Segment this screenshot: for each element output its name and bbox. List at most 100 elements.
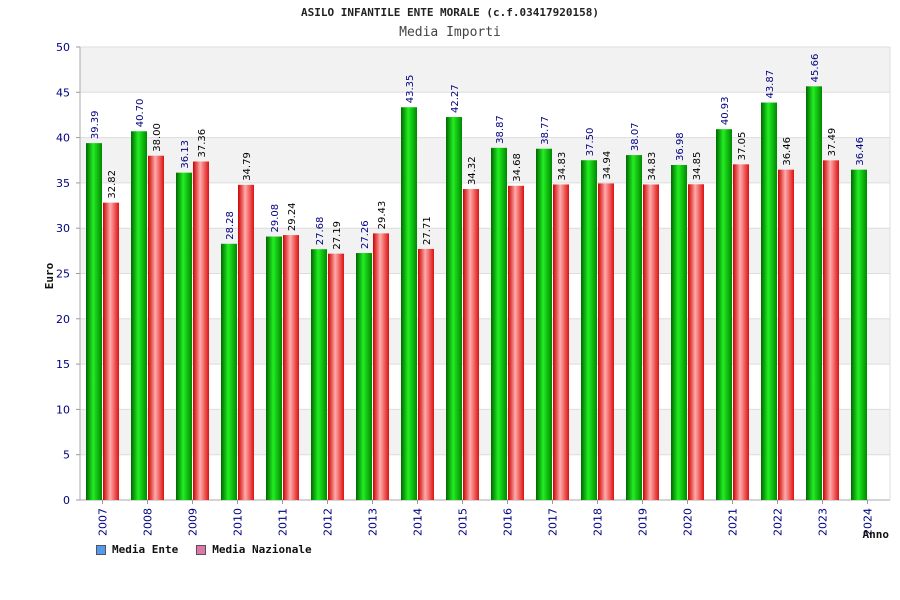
data-label-ente: 29.08 bbox=[270, 204, 281, 233]
bar-media-nazionale bbox=[643, 184, 659, 501]
bar-media-ente bbox=[311, 249, 327, 500]
bar-media-nazionale bbox=[508, 185, 524, 500]
bar-media-nazionale bbox=[373, 233, 389, 500]
plot-band bbox=[80, 454, 890, 500]
data-label-ente: 39.39 bbox=[90, 110, 101, 139]
data-label-nazionale: 29.24 bbox=[287, 202, 298, 231]
x-tick-label: 2015 bbox=[457, 508, 470, 536]
data-label-ente: 40.70 bbox=[135, 99, 146, 128]
y-tick-label: 35 bbox=[56, 177, 70, 190]
legend-item-ente: Media Ente bbox=[96, 543, 178, 556]
data-label-ente: 38.87 bbox=[495, 115, 506, 144]
data-label-ente: 40.93 bbox=[720, 97, 731, 126]
bar-media-ente bbox=[491, 147, 507, 500]
data-label-nazionale: 34.83 bbox=[647, 152, 658, 181]
data-label-nazionale: 34.85 bbox=[692, 152, 703, 181]
bar-media-ente bbox=[446, 117, 462, 500]
data-label-ente: 27.26 bbox=[360, 220, 371, 249]
data-label-nazionale: 38.00 bbox=[152, 123, 163, 152]
data-label-ente: 38.07 bbox=[630, 122, 641, 151]
x-tick-label: 2010 bbox=[232, 508, 245, 536]
data-label-ente: 38.77 bbox=[540, 116, 551, 145]
legend-swatch-nazionale bbox=[196, 544, 207, 555]
bar-media-nazionale bbox=[238, 184, 254, 500]
bar-media-ente bbox=[671, 164, 687, 501]
legend: Media Ente Media Nazionale bbox=[96, 543, 312, 556]
plot-band bbox=[80, 228, 890, 274]
bar-media-ente bbox=[716, 129, 732, 500]
x-tick-label: 2023 bbox=[817, 508, 830, 536]
bar-media-nazionale bbox=[283, 235, 299, 500]
plot-band bbox=[80, 318, 890, 365]
data-label-ente: 28.28 bbox=[225, 211, 236, 240]
bar-media-nazionale bbox=[328, 253, 344, 500]
bar-media-ente bbox=[761, 102, 777, 500]
y-axis-label: Euro bbox=[43, 262, 56, 289]
legend-item-nazionale: Media Nazionale bbox=[196, 543, 312, 556]
data-label-ente: 42.27 bbox=[450, 84, 461, 113]
data-label-ente: 43.35 bbox=[405, 75, 416, 104]
bar-media-ente bbox=[356, 253, 372, 500]
data-label-ente: 43.87 bbox=[765, 70, 776, 99]
y-tick-label: 30 bbox=[56, 222, 70, 235]
bar-media-ente bbox=[851, 169, 867, 500]
data-label-nazionale: 29.43 bbox=[377, 201, 388, 230]
bar-media-nazionale bbox=[778, 169, 794, 500]
data-label-nazionale: 34.32 bbox=[467, 156, 478, 185]
plot-band bbox=[80, 92, 890, 138]
bar-media-ente bbox=[536, 148, 552, 500]
y-tick-label: 0 bbox=[63, 494, 70, 507]
y-tick-label: 40 bbox=[56, 132, 70, 145]
bar-media-ente bbox=[266, 236, 282, 500]
y-tick-label: 25 bbox=[56, 268, 70, 281]
data-label-nazionale: 34.79 bbox=[242, 152, 253, 181]
bar-media-nazionale bbox=[823, 160, 839, 500]
y-tick-label: 45 bbox=[56, 86, 70, 99]
data-label-ente: 36.46 bbox=[855, 137, 866, 166]
plot-band bbox=[80, 182, 890, 229]
data-label-ente: 27.68 bbox=[315, 217, 326, 246]
x-tick-label: 2018 bbox=[592, 508, 605, 536]
bar-media-nazionale bbox=[688, 184, 704, 500]
legend-swatch-ente bbox=[96, 544, 106, 555]
plot-band bbox=[80, 137, 890, 183]
data-label-nazionale: 34.94 bbox=[602, 151, 613, 180]
bar-media-ente bbox=[176, 172, 192, 500]
bar-media-ente bbox=[626, 155, 642, 500]
x-tick-label: 2024 bbox=[862, 508, 875, 536]
x-tick-label: 2022 bbox=[772, 508, 785, 536]
data-label-nazionale: 37.49 bbox=[827, 128, 838, 157]
x-tick-label: 2007 bbox=[97, 508, 110, 536]
x-tick-label: 2019 bbox=[637, 508, 650, 536]
x-tick-label: 2014 bbox=[412, 508, 425, 536]
x-tick-label: 2012 bbox=[322, 508, 335, 536]
data-label-nazionale: 32.82 bbox=[107, 170, 118, 199]
data-label-ente: 36.13 bbox=[180, 140, 191, 169]
legend-label-nazionale: Media Nazionale bbox=[212, 543, 312, 556]
bar-media-nazionale bbox=[418, 248, 434, 500]
data-label-nazionale: 27.71 bbox=[422, 216, 433, 245]
bar-media-nazionale bbox=[733, 164, 749, 500]
data-label-nazionale: 27.19 bbox=[332, 221, 343, 250]
legend-label-ente: Media Ente bbox=[112, 543, 179, 556]
plot-band bbox=[80, 47, 890, 93]
x-tick-label: 2017 bbox=[547, 508, 560, 536]
data-label-nazionale: 36.46 bbox=[782, 137, 793, 166]
plot-band bbox=[80, 273, 890, 319]
y-tick-label: 20 bbox=[56, 313, 70, 326]
data-label-ente: 37.50 bbox=[585, 128, 596, 157]
x-tick-label: 2016 bbox=[502, 508, 515, 536]
bar-media-ente bbox=[131, 131, 147, 500]
bar-media-nazionale bbox=[193, 161, 209, 500]
bar-media-nazionale bbox=[103, 202, 119, 500]
x-tick-label: 2009 bbox=[187, 508, 200, 536]
plot-band bbox=[80, 364, 890, 410]
data-label-nazionale: 34.83 bbox=[557, 152, 568, 181]
plot-band bbox=[80, 409, 890, 455]
x-tick-label: 2008 bbox=[142, 508, 155, 536]
x-axis-label: Anno bbox=[863, 528, 890, 541]
data-label-nazionale: 37.36 bbox=[197, 129, 208, 158]
y-tick-label: 5 bbox=[63, 449, 70, 462]
bar-media-ente bbox=[86, 143, 102, 501]
